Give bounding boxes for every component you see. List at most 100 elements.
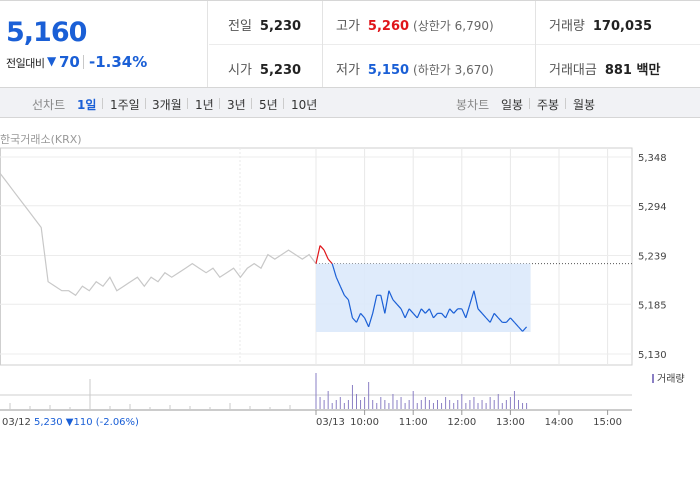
current-price: 5,160 (6, 17, 87, 48)
price-line-down (493, 312, 499, 319)
tab-1d[interactable]: 1일 (77, 98, 97, 112)
price-line-down (428, 308, 434, 319)
tab-divider (102, 98, 103, 109)
stat-low: 저가 5,150 (하한가 3,670) (336, 63, 494, 78)
price-line-down (331, 263, 337, 278)
price-line-down (408, 308, 414, 314)
price-line-down (355, 313, 362, 323)
stats-divider (322, 1, 323, 87)
price-line-up (323, 249, 329, 260)
price-line-down (522, 326, 528, 332)
tab-5y[interactable]: 5년 (259, 98, 278, 112)
price-line-down (473, 290, 479, 309)
price-line-down (497, 317, 503, 323)
price-line-down (364, 317, 370, 328)
tab-divider (565, 98, 566, 109)
y-tick-label: 5,185 (638, 300, 667, 311)
price-line-down (392, 299, 398, 305)
price-line-down (505, 317, 511, 323)
stat-prev-close: 전일 5,230 (228, 19, 302, 34)
line-chart-label: 선차트 (32, 98, 66, 112)
x-tick-label: 11:00 (399, 417, 428, 428)
price-line-down (368, 313, 374, 328)
price-line-up (319, 245, 325, 251)
price-line-down (433, 312, 438, 319)
price-line-down (335, 276, 341, 287)
y-tick-label: 5,294 (638, 202, 667, 213)
down-arrow-icon: ▼ (47, 54, 57, 68)
chart-period-tabs: 선차트 1일 1주일 3개월 1년 3년 5년 10년 봉차트 일봉 주봉 월봉 (0, 88, 700, 118)
price-line-down (360, 312, 366, 319)
prev-day-date: 03/12 (2, 417, 31, 428)
prev-day-line (0, 172, 317, 297)
price-line-down (380, 295, 386, 314)
price-line-down (372, 295, 378, 314)
price-line-down (441, 312, 447, 319)
stat-amount: 거래대금 881 백만 (549, 63, 661, 78)
tab-divider (283, 98, 284, 109)
stat-volume: 거래량 170,035 (549, 19, 653, 34)
price-line-down (449, 308, 455, 314)
price-line-down (404, 308, 410, 319)
tab-3m[interactable]: 3개월 (152, 98, 182, 112)
price-line-down (465, 304, 471, 319)
price-line-down (384, 290, 390, 314)
y-tick-label: 5,348 (638, 153, 667, 164)
change-separator (83, 55, 84, 69)
price-line-down (477, 308, 483, 314)
price-line-down (347, 299, 354, 318)
price-line-down (400, 308, 406, 319)
price-line-down (343, 294, 349, 301)
price-line-up (327, 258, 333, 265)
stat-high: 고가 5,260 (상한가 6,790) (336, 19, 494, 34)
price-line-down (424, 308, 430, 314)
price-line-down (509, 317, 515, 323)
price-line-down (412, 312, 418, 319)
stats-divider (209, 44, 700, 45)
tab-monthly-candle[interactable]: 월봉 (573, 98, 596, 112)
price-line-down (461, 308, 467, 319)
price-line-up (315, 245, 321, 264)
change-label: 전일대비 (6, 57, 45, 70)
price-line-down (420, 308, 426, 314)
change-percent: -1.34% (89, 53, 148, 71)
tab-divider (529, 98, 530, 109)
stat-open: 시가 5,230 (228, 63, 302, 78)
below-reference-fill (316, 263, 531, 332)
price-line-down (514, 321, 519, 328)
price-line-down (339, 285, 345, 296)
price-line-down (352, 317, 357, 323)
prev-day-summary: 5,230 ▼110 (-2.06%) (34, 417, 139, 428)
price-line-down (453, 308, 459, 314)
price-line-down (485, 317, 491, 323)
price-box: 5,160 전일대비 ▼ 70 -1.34% (0, 1, 208, 87)
tab-daily-candle[interactable]: 일봉 (501, 98, 524, 112)
x-tick-label: 10:00 (350, 417, 379, 428)
tab-divider (145, 98, 146, 109)
quote-summary: 5,160 전일대비 ▼ 70 -1.34% 전일 5,230 고가 5,260 (상… (0, 0, 700, 88)
volume-legend-swatch (652, 374, 654, 383)
tab-1w[interactable]: 1주일 (110, 98, 140, 112)
change-value: 70 (59, 53, 80, 71)
volume-legend-label: 거래량 (657, 373, 685, 385)
x-tick-label: 03/13 (316, 417, 345, 428)
x-tick-label: 14:00 (545, 417, 574, 428)
tab-divider (219, 98, 220, 109)
x-tick-label: 15:00 (593, 417, 622, 428)
tab-10y[interactable]: 10년 (291, 98, 318, 112)
tab-1y[interactable]: 1년 (195, 98, 214, 112)
stats-divider (535, 1, 536, 87)
tab-weekly-candle[interactable]: 주봉 (537, 98, 560, 112)
price-line-down (489, 313, 495, 323)
price-line-down (416, 308, 422, 319)
price-line-down (469, 290, 475, 305)
price-line-down (518, 326, 523, 332)
tab-divider (187, 98, 188, 109)
x-tick-label: 12:00 (447, 417, 476, 428)
y-tick-label: 5,239 (638, 252, 667, 263)
price-line-down (445, 308, 451, 319)
x-tick-label: 13:00 (496, 417, 525, 428)
tab-3y[interactable]: 3년 (227, 98, 246, 112)
y-tick-label: 5,130 (638, 350, 667, 361)
